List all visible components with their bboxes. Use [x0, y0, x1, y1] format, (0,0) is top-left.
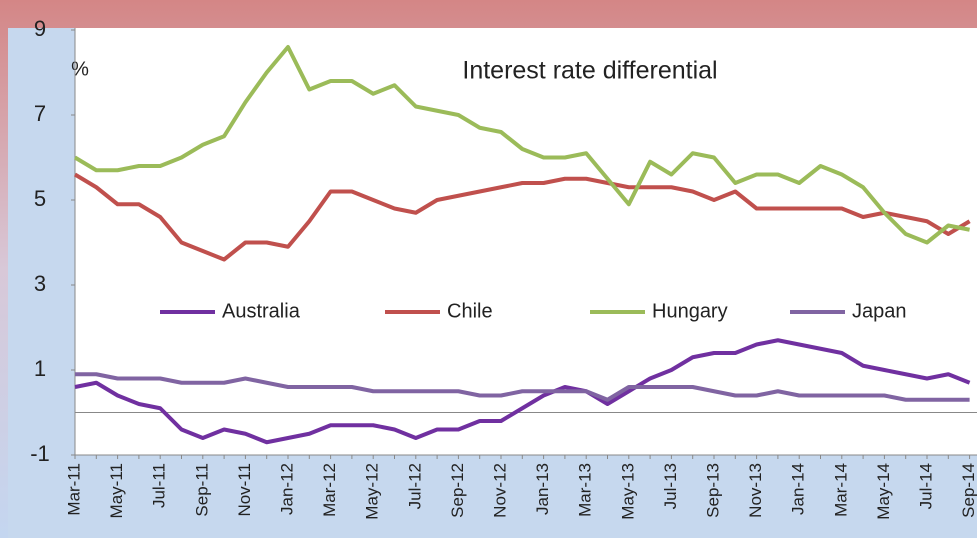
y-tick-label: 3	[34, 271, 46, 296]
x-tick-label: Jul-14	[916, 463, 935, 509]
x-tick-label: Mar-11	[64, 463, 83, 516]
y-tick-label: 9	[34, 16, 46, 41]
x-tick-label: May-14	[874, 463, 893, 520]
x-tick-label: Jan-12	[277, 463, 296, 515]
legend-label: Hungary	[652, 300, 728, 322]
x-tick-label: Nov-13	[746, 463, 765, 518]
x-tick-label: Jan-14	[789, 463, 808, 515]
x-tick-label: May-11	[107, 463, 126, 518]
legend-label: Chile	[447, 300, 493, 322]
chart-title: Interest rate differential	[462, 57, 717, 85]
y-tick-label: -1	[30, 441, 50, 466]
y-tick-label: 5	[34, 186, 46, 211]
y-axis-label: %	[71, 58, 89, 80]
x-tick-label: Mar-13	[576, 463, 595, 517]
x-tick-label: Mar-12	[320, 463, 339, 517]
x-tick-label: Sep-13	[703, 463, 722, 518]
x-tick-label: Sep-11	[192, 463, 211, 517]
y-tick-label: 1	[34, 356, 46, 381]
x-tick-label: Nov-11	[235, 463, 254, 517]
series-line	[74, 338, 971, 445]
x-tick-label: May-13	[618, 463, 637, 520]
x-tick-label: Jul-11	[150, 463, 169, 508]
legend-label: Australia	[222, 300, 301, 322]
legend-label: Japan	[852, 300, 907, 322]
y-tick-label: 7	[34, 101, 46, 126]
x-tick-label: Nov-12	[490, 463, 509, 518]
x-tick-label: Sep-12	[448, 463, 467, 518]
series-line	[75, 372, 970, 402]
x-tick-label: May-12	[363, 463, 382, 520]
x-tick-label: Sep-14	[959, 463, 977, 518]
series-line	[73, 172, 971, 262]
x-tick-label: Jul-12	[405, 463, 424, 509]
series-line	[73, 45, 970, 245]
x-tick-label: Mar-14	[831, 463, 850, 517]
x-tick-label: Jan-13	[533, 463, 552, 515]
x-tick-label: Jul-13	[661, 463, 680, 509]
